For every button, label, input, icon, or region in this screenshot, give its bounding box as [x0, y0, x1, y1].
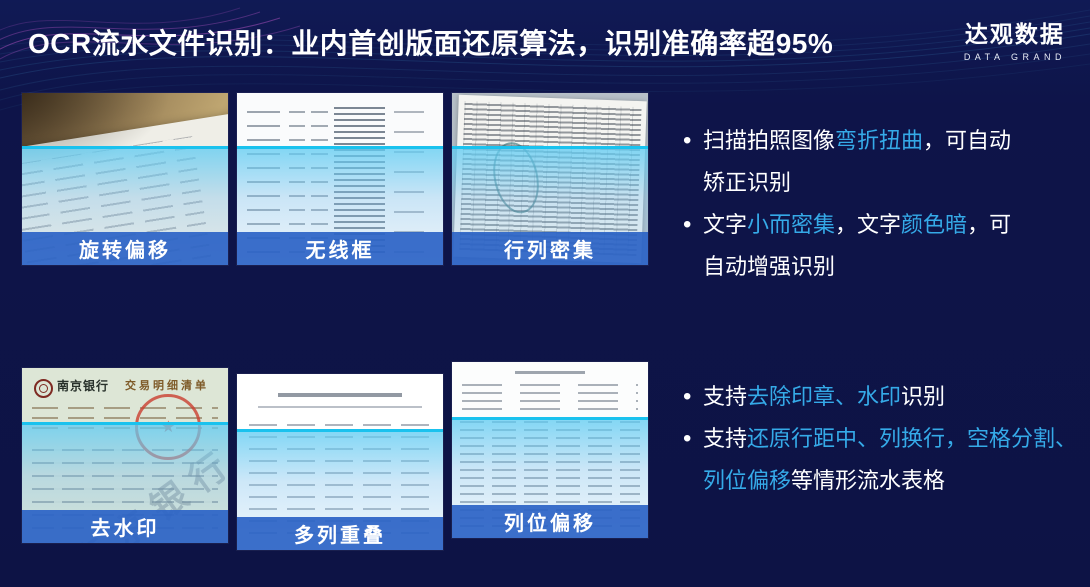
- bank-emblem-icon: [34, 378, 54, 398]
- feature-text: 支持还原行距中、列换行，空格分割、列位偏移等情形流水表格: [703, 418, 1077, 502]
- brand-logo: 达观数据 DATA GRAND: [964, 15, 1066, 62]
- bullet-dot-icon: •: [683, 127, 692, 154]
- feature-item: • 支持去除印章、水印识别: [683, 376, 1083, 418]
- highlighted-text: 列位偏移: [703, 468, 792, 493]
- feature-text: 扫描拍照图像弯折扭曲，可自动矫正识别: [703, 120, 1011, 204]
- sample-card-watermark-removal: 南京银行 交易明细清单 南京银行 ★ 去水印: [22, 368, 228, 543]
- feature-list-bottom: • 支持去除印章、水印识别 • 支持还原行距中、列换行，空格分割、 列位偏移等情形…: [683, 376, 1083, 502]
- highlighted-text: 去除印章、水印: [747, 384, 902, 409]
- plain-text: ，可自动: [923, 128, 1012, 153]
- bank-name: 南京银行: [57, 378, 110, 393]
- feature-item: • 支持还原行距中、列换行，空格分割、列位偏移等情形流水表格: [683, 418, 1083, 502]
- sample-label: 列位偏移: [452, 505, 648, 538]
- page-title: OCR流水文件识别：业内首创版面还原算法，识别准确率超95%: [28, 28, 834, 59]
- highlighted-text: 弯折扭曲: [835, 128, 924, 153]
- plain-text: 支持: [703, 384, 748, 409]
- plain-text: 矫正识别: [703, 170, 792, 195]
- plain-text: 支持: [703, 426, 748, 451]
- sample-card-overlapping-columns: 多列重叠: [237, 374, 443, 550]
- bullet-dot-icon: •: [683, 425, 692, 452]
- plain-text: 文字: [703, 212, 748, 237]
- feature-text: 支持去除印章、水印识别: [703, 376, 945, 418]
- brand-logo-subtitle: DATA GRAND: [963, 52, 1066, 62]
- doc-title-line: [278, 393, 402, 398]
- sample-card-column-shift: 列位偏移: [452, 362, 648, 538]
- sample-label: 旋转偏移: [22, 232, 228, 265]
- plain-text: 识别: [901, 384, 946, 409]
- sample-card-rotated-offset: 旋转偏移: [22, 93, 228, 265]
- sample-card-dense-rows: 行列密集: [452, 93, 648, 265]
- feature-item: • 扫描拍照图像弯折扭曲，可自动矫正识别: [683, 120, 1083, 204]
- sample-label: 无线框: [237, 232, 443, 265]
- feature-item: • 文字小而密集，文字颜色暗，可自动增强识别: [683, 204, 1083, 288]
- bullet-dot-icon: •: [683, 211, 692, 238]
- plain-text: 等情形流水表格: [791, 468, 946, 493]
- plain-text: 扫描拍照图像: [703, 128, 836, 153]
- highlighted-text: 颜色暗: [901, 212, 968, 237]
- plain-text: ，文字: [835, 212, 902, 237]
- highlighted-text: 小而密集: [747, 212, 836, 237]
- bullet-dot-icon: •: [683, 383, 692, 410]
- doc-header-gaps: [461, 383, 639, 410]
- sample-label: 去水印: [22, 510, 228, 543]
- highlighted-text: 还原行距中、列换行，空格分割、: [747, 426, 1078, 451]
- doc-subtitle-line: [257, 405, 423, 408]
- feature-text: 文字小而密集，文字颜色暗，可自动增强识别: [703, 204, 1011, 288]
- doc-title: 交易明细清单: [125, 379, 209, 392]
- sample-card-no-grid-lines: 无线框: [237, 93, 443, 265]
- plain-text: 自动增强识别: [703, 254, 836, 279]
- brand-logo-name: 达观数据: [964, 21, 1065, 47]
- feature-list-top: • 扫描拍照图像弯折扭曲，可自动矫正识别 • 文字小而密集，文字颜色暗，可自动增…: [683, 120, 1083, 288]
- plain-text: ，可: [967, 212, 1012, 237]
- sample-label: 行列密集: [452, 232, 648, 265]
- sample-label: 多列重叠: [237, 517, 443, 550]
- doc-title-line: [514, 370, 586, 374]
